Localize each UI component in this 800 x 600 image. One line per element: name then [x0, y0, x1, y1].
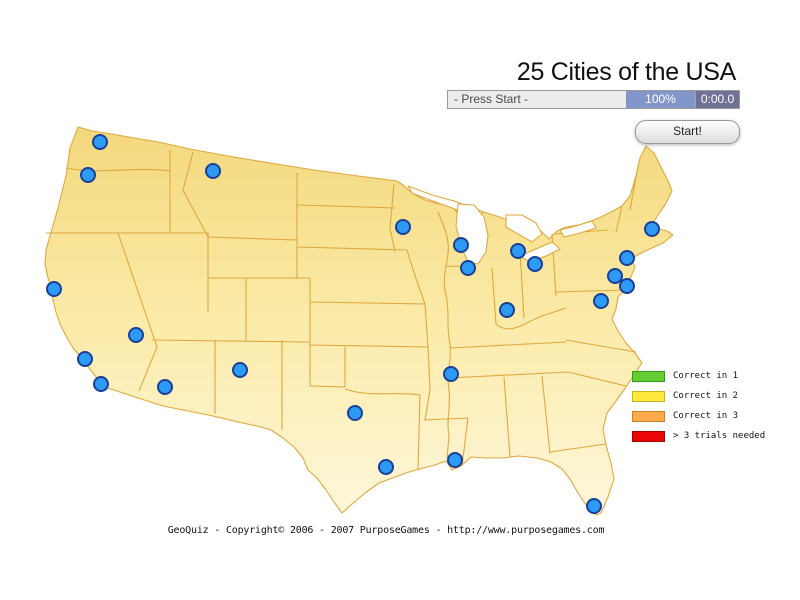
city-dot[interactable] [453, 237, 469, 253]
city-dot[interactable] [205, 163, 221, 179]
legend-row: Correct in 1 [632, 370, 765, 382]
city-dot[interactable] [46, 281, 62, 297]
city-dot[interactable] [395, 219, 411, 235]
city-dot[interactable] [499, 302, 515, 318]
timer: 0:00.0 [695, 91, 739, 108]
city-dot[interactable] [607, 268, 623, 284]
legend-swatch [632, 430, 665, 442]
city-dot[interactable] [347, 405, 363, 421]
start-button[interactable]: Start! [635, 120, 740, 144]
progress-percent: 100% [626, 91, 695, 108]
city-dot[interactable] [619, 278, 635, 294]
legend-row: > 3 trials needed [632, 430, 765, 442]
city-dot[interactable] [619, 250, 635, 266]
legend-row: Correct in 3 [632, 410, 765, 422]
legend: Correct in 1 Correct in 2 Correct in 3 >… [632, 370, 765, 450]
city-dot[interactable] [460, 260, 476, 276]
city-dot[interactable] [93, 376, 109, 392]
legend-label: > 3 trials needed [673, 431, 766, 441]
city-dot[interactable] [232, 362, 248, 378]
city-dot[interactable] [443, 366, 459, 382]
state-borders [46, 150, 639, 471]
legend-swatch [632, 370, 665, 382]
city-dot[interactable] [447, 452, 463, 468]
legend-swatch [632, 410, 665, 422]
city-dot[interactable] [510, 243, 526, 259]
city-dot[interactable] [80, 167, 96, 183]
legend-swatch [632, 390, 665, 402]
legend-label: Correct in 2 [673, 391, 739, 401]
city-dot[interactable] [157, 379, 173, 395]
city-dot[interactable] [378, 459, 394, 475]
city-dot[interactable] [128, 327, 144, 343]
page-title: 25 Cities of the USA [516, 58, 736, 86]
city-dot[interactable] [586, 498, 602, 514]
status-message: - Press Start - [448, 91, 626, 108]
city-dot[interactable] [77, 351, 93, 367]
city-dot[interactable] [593, 293, 609, 309]
city-dot[interactable] [527, 256, 543, 272]
legend-label: Correct in 3 [673, 411, 739, 421]
city-dot[interactable] [644, 221, 660, 237]
footer-credit: GeoQuiz - Copyright© 2006 - 2007 Purpose… [167, 525, 605, 536]
city-dot[interactable] [92, 134, 108, 150]
status-bar: - Press Start - 100% 0:00.0 [447, 90, 740, 109]
legend-label: Correct in 1 [673, 371, 739, 381]
legend-row: Correct in 2 [632, 390, 765, 402]
